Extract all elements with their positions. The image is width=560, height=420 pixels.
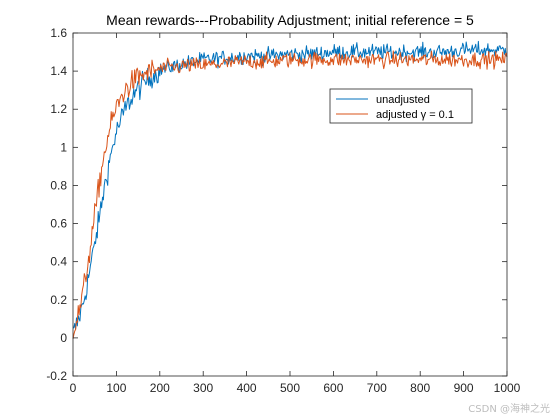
series-line-unadjusted (72, 40, 508, 330)
y-tick-label: 1 (60, 140, 67, 154)
x-tick-label: 700 (367, 381, 387, 395)
y-tick-label: 1.2 (50, 102, 67, 116)
y-tick-label: -0.2 (46, 369, 67, 383)
x-tick-label: 200 (150, 381, 170, 395)
x-tick-label: 800 (410, 381, 430, 395)
y-tick-label: 0.2 (50, 293, 67, 307)
watermark-text: CSDN @海神之光 (468, 404, 550, 415)
x-tick-label: 300 (193, 381, 213, 395)
x-tick-label: 1000 (494, 381, 521, 395)
x-tick-label: 0 (70, 381, 77, 395)
series-layer (72, 40, 508, 339)
series-line-adjusted (72, 50, 508, 339)
legend: unadjusted adjusted γ = 0.1 (329, 88, 473, 124)
legend-box (329, 88, 473, 124)
y-tick-label: 1.4 (50, 64, 67, 78)
y-tick-label: 1.6 (50, 26, 67, 40)
legend-label: unadjusted (376, 94, 430, 106)
y-tick-label: 0.6 (50, 217, 67, 231)
x-tick-label: 600 (323, 381, 343, 395)
y-tick-label: 0 (60, 331, 67, 345)
axes: 0 100 200 300 400 500 600 700 800 900 1000-0.200.2… (46, 26, 520, 395)
legend-label: adjusted γ = 0.1 (376, 109, 454, 121)
plot-area (73, 33, 507, 376)
y-tick-label: 0.4 (50, 255, 67, 269)
y-tick-label: 0.8 (50, 178, 67, 192)
chart-title: Mean rewards---Probability Adjustment; i… (106, 12, 474, 28)
x-tick-label: 100 (106, 381, 126, 395)
x-tick-label: 500 (280, 381, 300, 395)
x-tick-label: 900 (454, 381, 474, 395)
x-tick-label: 400 (237, 381, 257, 395)
